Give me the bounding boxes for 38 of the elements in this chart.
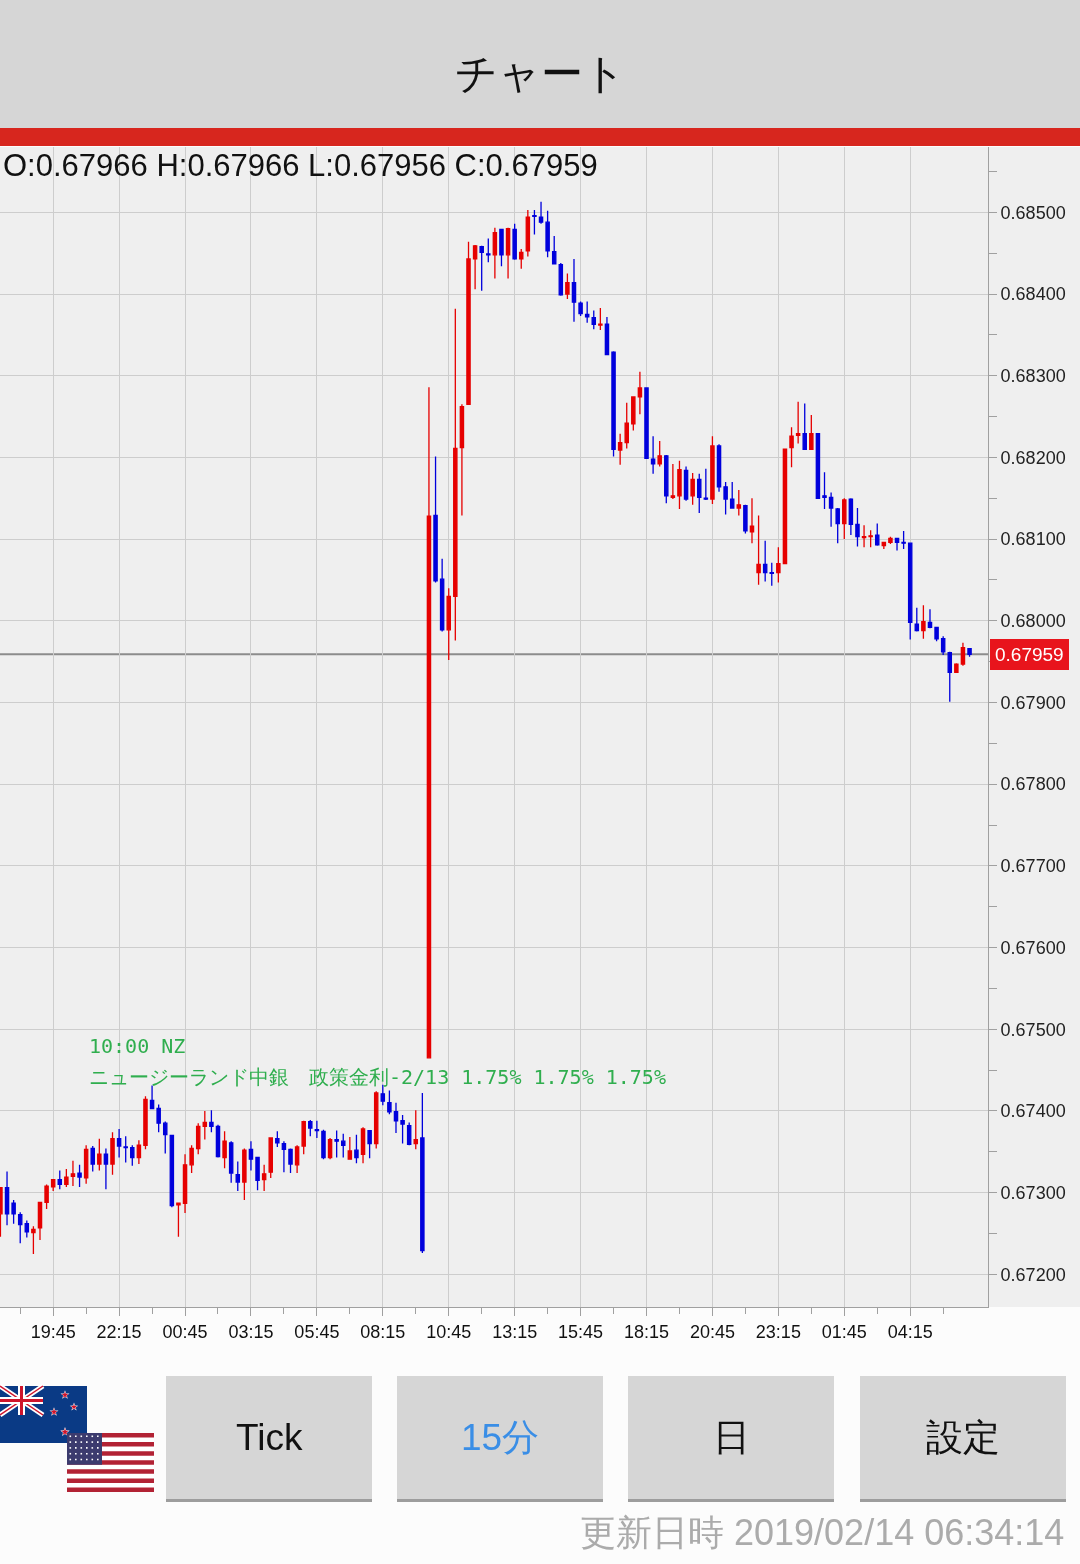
y-tick-label: 0.68500 [1000,202,1066,223]
y-tick-label: 0.67300 [1000,1182,1066,1203]
y-tick-label: 0.67700 [1000,856,1066,877]
x-tick-label: 18:15 [623,1321,670,1342]
x-tick-label: 15:45 [558,1321,604,1342]
x-tick-label: 19:45 [30,1321,76,1342]
x-tick-label: 05:45 [294,1321,340,1342]
text: 更新日時 2019/02/14 06:34:14 [580,1512,1065,1553]
x-tick-label: 08:15 [360,1321,406,1342]
x-tick-label: 01:45 [821,1321,867,1342]
x-tick-label: 10:45 [426,1321,472,1342]
x-tick-label: 03:15 [228,1321,274,1342]
x-tick-label: 13:15 [492,1321,538,1342]
annotation: ニュージーランド中銀 政策金利-2/13 1.75% 1.75% 1.75% [89,1065,666,1089]
text: Tick [236,1417,303,1458]
x-tick-label: 04:15 [887,1321,933,1342]
text: 15分 [461,1417,540,1458]
x-tick-label: 23:15 [755,1321,801,1342]
y-tick-label: 0.67800 [1000,774,1066,795]
text: 設定 [926,1417,1000,1458]
chart-title: チャート [454,49,626,97]
y-tick-label: 0.68100 [1000,529,1066,550]
y-tick-label: 0.67200 [1000,1264,1066,1285]
text: 日 [713,1417,750,1458]
annotation: 10:00 NZ [89,1034,186,1058]
y-tick-label: 0.67600 [1000,937,1066,958]
y-tick-label: 0.67400 [1000,1101,1066,1122]
ref-line-label: 0.67959 [995,644,1064,665]
y-tick-label: 0.68400 [1000,284,1066,305]
y-tick-label: 0.68300 [1000,366,1066,387]
y-tick-label: 0.67500 [1000,1019,1066,1040]
x-tick-label: 00:45 [162,1321,208,1342]
x-tick-label: 20:45 [689,1321,735,1342]
x-tick-label: 22:15 [96,1321,142,1342]
chart-subtitle: O:0.67966 H:0.67966 L:0.67956 C:0.67959 [3,148,598,183]
y-tick-label: 0.68200 [1000,447,1066,468]
y-tick-label: 0.68000 [1000,611,1066,632]
y-tick-label: 0.67900 [1000,692,1066,713]
